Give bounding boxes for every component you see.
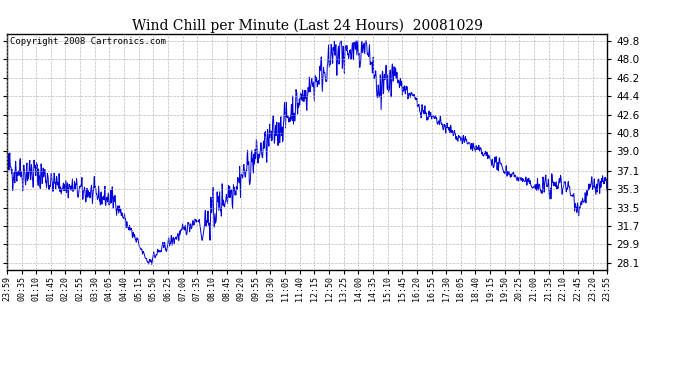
Title: Wind Chill per Minute (Last 24 Hours)  20081029: Wind Chill per Minute (Last 24 Hours) 20… xyxy=(132,18,482,33)
Text: Copyright 2008 Cartronics.com: Copyright 2008 Cartronics.com xyxy=(10,37,166,46)
